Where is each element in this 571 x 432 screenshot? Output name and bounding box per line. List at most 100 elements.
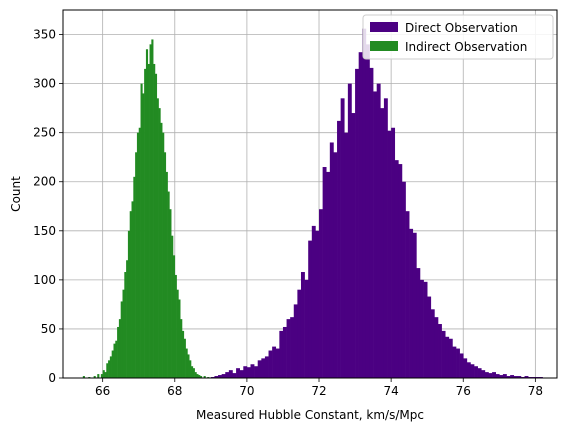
x-tick-label: 70 [239,384,254,398]
histogram-bar [373,91,378,378]
histogram-bar [122,289,125,378]
histogram-bar [333,152,338,378]
histogram-bar [97,374,100,378]
histogram-bar [144,68,147,378]
histogram-bar [171,235,174,378]
y-tick-label: 300 [33,77,56,91]
x-tick-label: 78 [528,384,543,398]
histogram-bar [239,370,244,378]
histogram-bar [254,366,259,378]
histogram-bar [492,372,497,378]
histogram-bar [153,63,156,379]
histogram-bar [115,340,118,378]
legend-swatch-direct [370,22,398,32]
histogram-bar [293,304,298,378]
histogram-bar [499,375,504,378]
series-1 [82,39,210,379]
histogram-bar [322,167,327,378]
histogram-bar [203,376,206,378]
histogram-bar [380,108,385,378]
histogram-bar [394,160,399,378]
histogram-bar [434,317,439,378]
histogram-bar [109,356,112,378]
histogram-bar [136,132,140,378]
histogram-bar [127,230,131,378]
histogram-bar [304,279,309,378]
histogram-bar [362,28,367,379]
histogram-bar [452,346,457,378]
y-tick-label: 100 [33,273,56,287]
histogram-bar [329,142,334,378]
series-0 [210,28,543,379]
histogram-bar [477,368,482,378]
legend-label-direct: Direct Observation [405,21,518,35]
histogram-bar [154,73,158,378]
histogram-bar [228,370,233,378]
histogram-bar [351,113,356,378]
histogram-bar [221,374,226,378]
histogram-bar [355,68,359,378]
histogram-bar [100,374,103,378]
histogram-bar [344,132,349,378]
histogram-bar [286,319,291,378]
histogram-bar [419,279,424,378]
histogram-bar [279,330,284,378]
histogram-bar [167,191,170,378]
histogram-bar [387,130,392,378]
histogram-bar [108,360,111,378]
histogram-bar [189,360,192,378]
histogram-bar [131,201,134,378]
histogram-bar [383,98,388,378]
histogram-bar [502,374,507,378]
histogram-bar [156,98,159,378]
histogram-bar [268,350,273,378]
histogram-bar [340,98,345,378]
histogram-bar [160,122,163,378]
histogram-bar [470,364,475,378]
histogram-bar [365,44,370,378]
histogram-bar [129,211,132,378]
histogram-bar [169,209,172,378]
histogram-bar [517,376,522,378]
histogram-bar [124,272,127,378]
histogram-bar [438,324,442,378]
histogram-bar [120,301,123,378]
histogram-bar [232,373,237,378]
histogram-bar [376,83,381,378]
histogram-bar [474,366,478,378]
histogram-bar [104,372,107,378]
histogram-bar [297,289,302,378]
histogram-bar [326,171,331,378]
histogram-bar [311,225,316,378]
y-tick-label: 150 [33,224,56,238]
histogram-bar [430,309,435,378]
histogram-bar [243,366,248,378]
histogram-bar [178,299,181,378]
histogram-bar [448,338,453,378]
bars-layer [82,28,543,379]
histogram-bar [250,364,255,378]
histogram-bar [236,368,240,378]
histogram-bar [113,343,116,378]
histogram-bar [102,370,105,378]
histogram-bar [172,255,176,378]
histogram-bar [151,39,154,378]
histogram-bar [358,52,363,379]
y-tick-label: 200 [33,175,56,189]
histogram-bar [176,289,179,378]
histogram-bar [459,353,464,378]
histogram-bar [347,83,352,378]
histogram-bar [481,370,486,378]
legend: Direct Observation Indirect Observation [362,14,554,60]
x-axis-label: Measured Hubble Constant, km/s/Mpc [196,408,424,422]
histogram-bar [282,326,287,378]
histogram-bar [401,181,406,378]
histogram-bar [423,281,428,378]
histogram-bar [158,108,161,378]
histogram-bar [456,348,460,378]
y-axis-label: Count [9,176,23,212]
histogram-bar [484,372,489,378]
histogram-bar [135,152,138,378]
legend-box [362,14,554,60]
